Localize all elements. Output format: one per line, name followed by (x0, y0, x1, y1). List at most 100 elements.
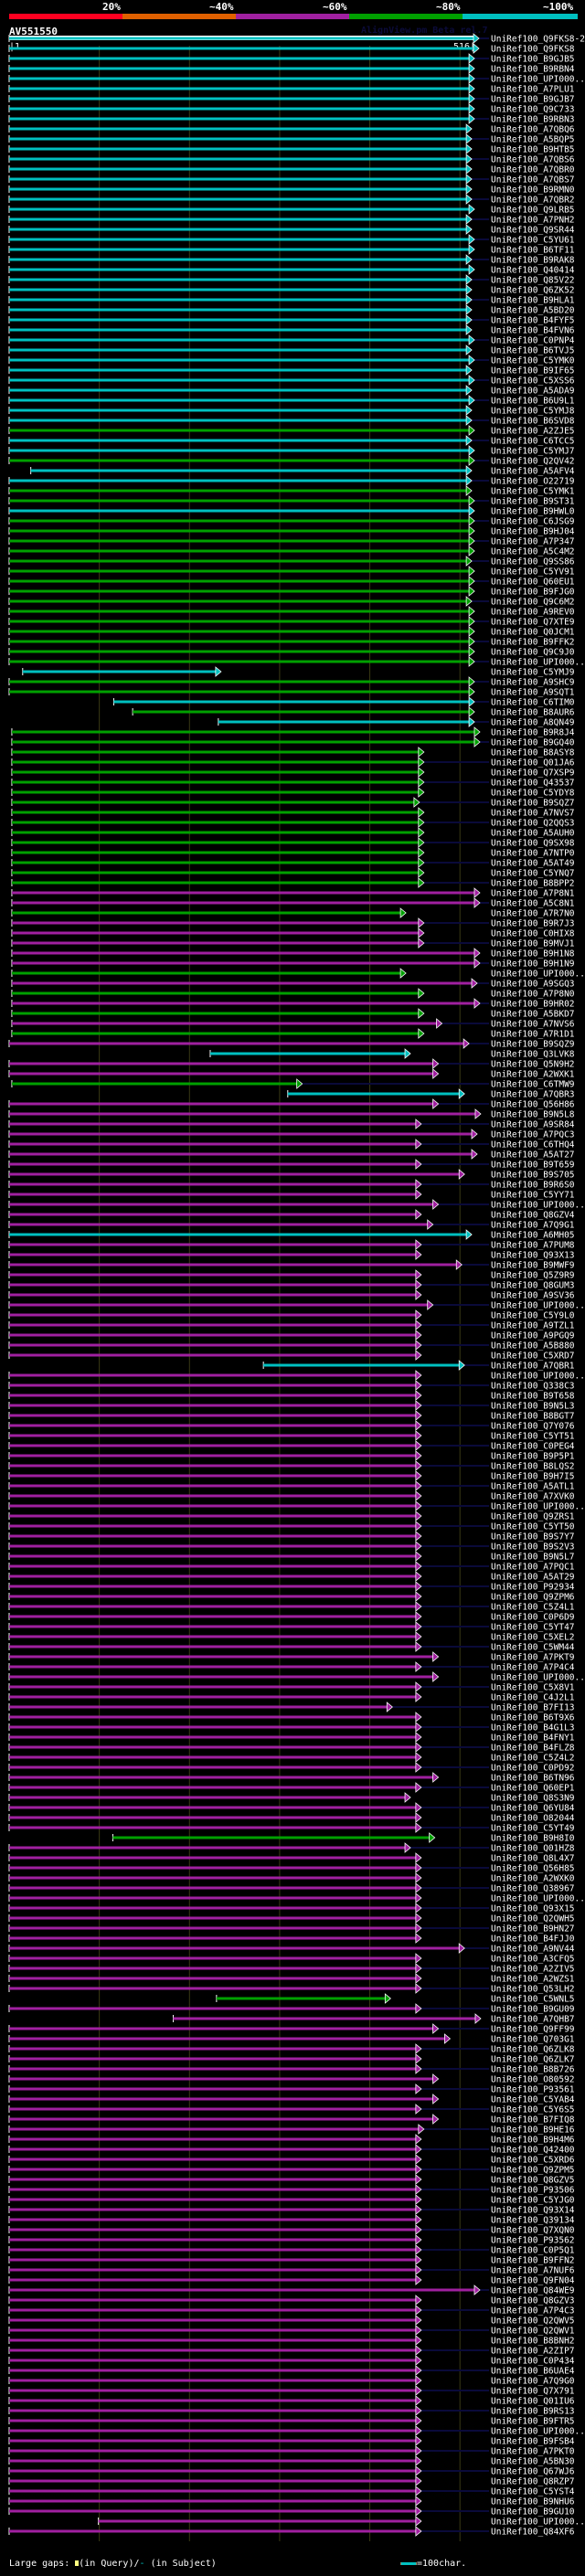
alignment-row[interactable]: UniRef100_A7QBR3 (287, 1088, 575, 1100)
alignment-row[interactable]: UniRef100_B9IF65 (8, 365, 575, 376)
alignment-row[interactable]: UniRef100_B9FFN2 (8, 2254, 575, 2266)
alignment-row[interactable]: UniRef100_Q7XSP9 (11, 767, 575, 779)
alignment-row[interactable]: UniRef100_A7QBS7 (8, 174, 575, 186)
alignment-row[interactable]: UniRef100_B9MWF9 (8, 1259, 575, 1271)
alignment-row[interactable]: UniRef100_O82044 (8, 1812, 575, 1824)
alignment-row[interactable]: UniRef100_Q53LH2 (8, 1983, 575, 1995)
alignment-row[interactable]: UniRef100_A7NVS7 (11, 807, 575, 819)
alignment-row[interactable]: UniRef100_A7XVK0 (8, 1490, 575, 1502)
alignment-row[interactable]: UniRef100_Q703G1 (8, 2033, 575, 2045)
alignment-row[interactable]: UniRef100_C5YU61 (8, 234, 575, 246)
alignment-row[interactable]: UniRef100_C5YT51 (8, 1430, 575, 1442)
alignment-row[interactable]: UniRef100_B6SVD8 (8, 415, 575, 427)
alignment-row[interactable]: UniRef100_A9TZL1 (8, 1320, 575, 1331)
alignment-row[interactable]: UniRef100_Q6ZLK7 (8, 2053, 575, 2065)
alignment-row[interactable]: UniRef100_B9SQZ7 (11, 797, 575, 809)
alignment-row[interactable]: UniRef100_Q2QV42 (8, 455, 575, 467)
alignment-row[interactable]: UniRef100_Q9FKS8-2 (8, 33, 585, 45)
alignment-row[interactable]: UniRef100_Q0JCM1 (8, 626, 575, 638)
alignment-row[interactable]: UniRef100_Q9ZPM6 (8, 1591, 575, 1603)
alignment-row[interactable]: UniRef100_Q60EU1 (8, 576, 575, 588)
alignment-row[interactable]: UniRef100_B8BPP2 (11, 877, 575, 889)
alignment-row[interactable]: UniRef100_C0P5Q1 (8, 2244, 575, 2256)
alignment-row[interactable]: UniRef100_A2ZIV5 (8, 1963, 575, 1975)
alignment-row[interactable]: UniRef100_A5BKD7 (11, 1008, 575, 1020)
alignment-row[interactable]: UniRef100_B9FJG0 (8, 586, 575, 598)
alignment-row[interactable]: UniRef100_C5YV91 (8, 566, 575, 578)
alignment-row[interactable]: UniRef100_C0PD92 (8, 1762, 575, 1774)
alignment-row[interactable]: UniRef100_Q9ZPM5 (8, 2164, 575, 2176)
alignment-row[interactable]: UniRef100_B9FTR5 (8, 2415, 575, 2427)
alignment-row[interactable]: UniRef100_B9ST31 (8, 495, 575, 507)
alignment-row[interactable]: UniRef100_A2WXK1 (8, 1068, 575, 1080)
alignment-row[interactable]: UniRef100_Q56H85 (8, 1862, 575, 1874)
alignment-row[interactable]: UniRef100_C5YJG0 (8, 2194, 575, 2206)
alignment-row[interactable]: UniRef100_Q01JA6 (11, 757, 575, 769)
alignment-row[interactable]: UniRef100_Q9SS86 (8, 556, 575, 567)
alignment-row[interactable]: UniRef100_UPI000.. (8, 73, 585, 85)
alignment-row[interactable]: UniRef100_Q38967 (8, 1882, 575, 1894)
alignment-row[interactable]: UniRef100_Q7XTE9 (8, 616, 575, 628)
alignment-row[interactable]: UniRef100_UPI000.. (8, 1671, 585, 1683)
alignment-row[interactable]: UniRef100_B9HN27 (8, 1923, 575, 1935)
alignment-row[interactable]: UniRef100_Q5N9H2 (8, 1058, 575, 1070)
alignment-row[interactable]: UniRef100_C5YT50 (8, 1521, 575, 1532)
alignment-row[interactable]: UniRef100_A7QBR1 (262, 1360, 575, 1372)
alignment-row[interactable]: UniRef100_Q9FF99 (8, 2023, 575, 2035)
alignment-row[interactable]: UniRef100_C0PNP4 (8, 334, 575, 346)
alignment-row[interactable]: UniRef100_B9N5L7 (8, 1551, 575, 1563)
alignment-row[interactable]: UniRef100_A5AT29 (8, 1571, 575, 1583)
alignment-row[interactable]: UniRef100_A5AT49 (11, 857, 575, 869)
alignment-row[interactable]: UniRef100_A5BQP5 (8, 133, 575, 145)
alignment-row[interactable]: UniRef100_A7PLU1 (8, 83, 575, 95)
alignment-row[interactable]: UniRef100_Q6ZLK8 (8, 2043, 575, 2055)
alignment-row[interactable]: UniRef100_Q56H86 (8, 1098, 575, 1110)
alignment-row[interactable]: UniRef100_A7PKT0 (8, 2445, 575, 2457)
alignment-row[interactable]: UniRef100_B9SQZ9 (8, 1038, 575, 1050)
alignment-row[interactable]: UniRef100_Q93X14 (8, 2204, 575, 2216)
alignment-row[interactable]: UniRef100_B9RMN0 (8, 184, 575, 196)
alignment-row[interactable]: UniRef100_B9S7Y7 (8, 1531, 575, 1542)
alignment-row[interactable]: UniRef100_A7PQC1 (8, 1561, 575, 1573)
alignment-row[interactable]: UniRef100_A9SGQ3 (11, 978, 575, 990)
alignment-row[interactable]: UniRef100_B9H1N8 (11, 948, 575, 959)
alignment-row[interactable]: UniRef100_Q7X791 (8, 2385, 575, 2397)
alignment-row[interactable]: UniRef100_B9R6S0 (8, 1179, 575, 1191)
alignment-row[interactable]: UniRef100_UPI000.. (8, 656, 585, 668)
alignment-row[interactable]: UniRef100_B8BNH2 (8, 2335, 575, 2347)
alignment-row[interactable]: UniRef100_C5YAB4 (8, 2094, 575, 2105)
alignment-row[interactable]: UniRef100_A9NV44 (8, 1943, 575, 1955)
alignment-row[interactable]: UniRef100_A7NUF6 (8, 2264, 575, 2276)
alignment-row[interactable]: UniRef100_B9HLA1 (8, 294, 575, 306)
alignment-row[interactable]: UniRef100_B9MVJ1 (11, 938, 575, 949)
alignment-row[interactable]: UniRef100_C6TIM0 (112, 696, 575, 708)
alignment-row[interactable]: UniRef100_C5X8V1 (8, 1681, 575, 1693)
alignment-row[interactable]: UniRef100_B8B726 (8, 2063, 575, 2075)
alignment-row[interactable]: UniRef100_A2WZS1 (8, 1973, 575, 1985)
alignment-row[interactable]: UniRef100_C6JSG9 (8, 515, 575, 527)
alignment-row[interactable]: UniRef100_UPI000.. (98, 2516, 585, 2528)
alignment-row[interactable]: UniRef100_B8LQS2 (8, 1460, 575, 1472)
alignment-row[interactable]: UniRef100_B7FIQ8 (8, 2114, 575, 2125)
alignment-row[interactable]: UniRef100_A5ATL1 (8, 1480, 575, 1492)
alignment-row[interactable]: UniRef100_C5YNQ7 (11, 867, 575, 879)
alignment-row[interactable]: UniRef100_A2ZIP7 (8, 2345, 575, 2357)
alignment-row[interactable]: UniRef100_C0PEG4 (8, 1440, 575, 1452)
alignment-row[interactable]: UniRef100_A5ADA9 (8, 385, 575, 397)
alignment-row[interactable]: UniRef100_Q01HZ8 (8, 1842, 575, 1854)
alignment-row[interactable]: UniRef100_A5BN30 (8, 2455, 575, 2467)
alignment-row[interactable]: UniRef100_B7FI13 (8, 1701, 575, 1713)
alignment-row[interactable]: UniRef100_Q85V22 (8, 274, 575, 286)
alignment-row[interactable]: UniRef100_B9FSB4 (8, 2435, 575, 2447)
alignment-row[interactable]: UniRef100_Q9ZRS1 (8, 1511, 575, 1522)
alignment-row[interactable]: UniRef100_C5YMK1 (8, 485, 575, 497)
alignment-row[interactable]: UniRef100_UPI000.. (8, 1370, 585, 1382)
alignment-row[interactable]: UniRef100_A7QBS6 (8, 154, 575, 165)
alignment-row[interactable]: UniRef100_A9SR84 (8, 1118, 575, 1130)
alignment-row[interactable]: UniRef100_P92934 (8, 1581, 575, 1593)
alignment-row[interactable]: UniRef100_A9REV0 (8, 606, 575, 618)
alignment-row[interactable]: UniRef100_C5YMK0 (8, 355, 575, 366)
alignment-row[interactable]: UniRef100_Q6ZK52 (8, 284, 575, 296)
alignment-row[interactable]: UniRef100_C5XSS6 (8, 375, 575, 387)
alignment-row[interactable]: UniRef100_B6TVJ5 (8, 345, 575, 356)
